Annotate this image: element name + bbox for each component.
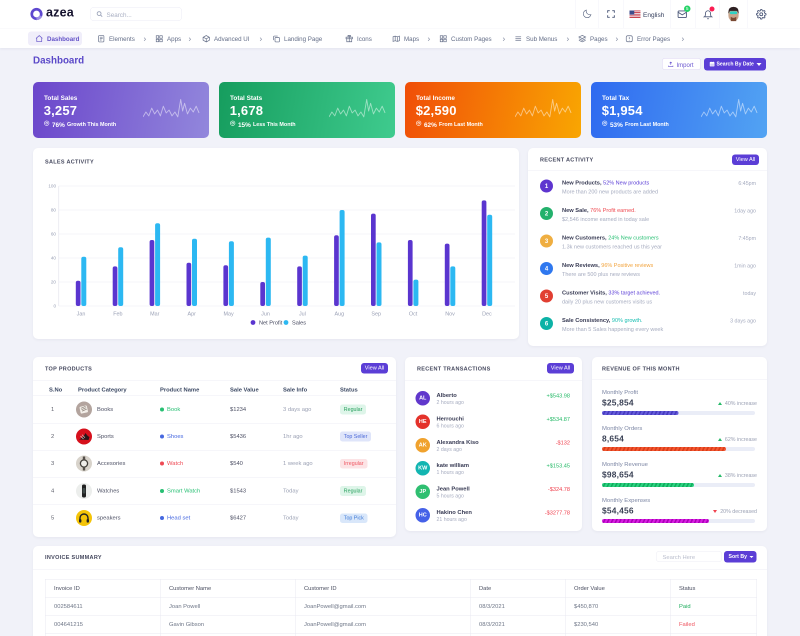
svg-text:Aug: Aug [335, 312, 345, 318]
svg-text:Apr: Apr [188, 312, 197, 318]
svg-text:Mar: Mar [150, 312, 159, 318]
svg-text:40: 40 [51, 256, 57, 261]
svg-text:Dec: Dec [482, 312, 492, 318]
svg-text:0: 0 [53, 304, 56, 309]
svg-text:Sales: Sales [292, 321, 306, 327]
svg-text:Net Profit: Net Profit [259, 321, 283, 327]
svg-text:Jun: Jun [261, 312, 270, 318]
svg-text:100: 100 [48, 184, 56, 189]
svg-text:20: 20 [51, 280, 57, 285]
svg-text:80: 80 [51, 208, 57, 213]
svg-text:Sep: Sep [371, 312, 381, 318]
svg-text:Feb: Feb [113, 312, 122, 318]
svg-text:Nov: Nov [445, 312, 455, 318]
svg-text:Jan: Jan [77, 312, 86, 318]
svg-text:May: May [224, 312, 234, 318]
svg-text:Oct: Oct [409, 312, 418, 318]
svg-text:60: 60 [51, 232, 57, 237]
svg-text:Jul: Jul [299, 312, 306, 318]
